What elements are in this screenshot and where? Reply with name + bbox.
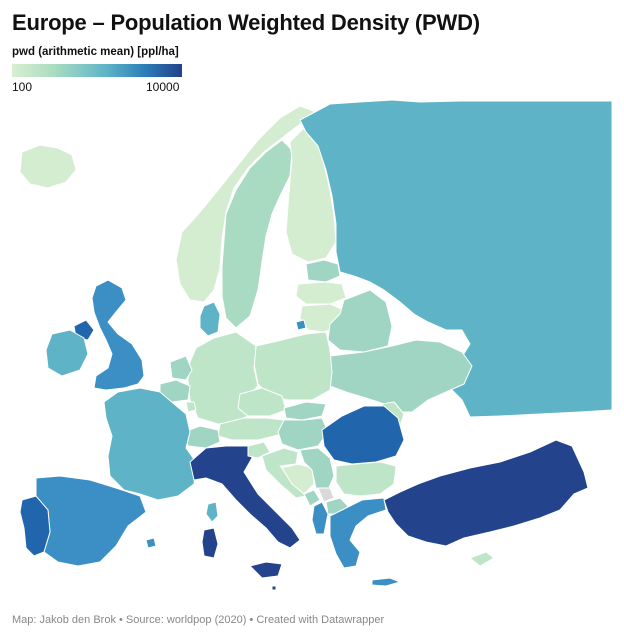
- country-bulgaria[interactable]: [335, 461, 397, 497]
- country-greece[interactable]: [329, 497, 387, 569]
- country-estonia[interactable]: [305, 259, 341, 283]
- country-czechia[interactable]: [237, 387, 287, 417]
- legend-color-bar: [12, 64, 182, 77]
- chart-title: Europe – Population Weighted Density (PW…: [12, 10, 480, 35]
- europe-map: [19, 99, 613, 591]
- country-hungary[interactable]: [277, 417, 329, 451]
- country-bosnia[interactable]: [281, 463, 315, 495]
- country-spain-balearic[interactable]: [145, 537, 157, 549]
- country-iceland[interactable]: [19, 144, 77, 189]
- country-denmark[interactable]: [199, 301, 221, 337]
- country-ireland[interactable]: [45, 329, 89, 377]
- country-norway[interactable]: [175, 105, 317, 303]
- legend-min-label: 100: [12, 80, 33, 94]
- country-greece-crete[interactable]: [371, 577, 401, 587]
- country-latvia[interactable]: [295, 281, 347, 305]
- country-cyprus[interactable]: [469, 551, 495, 567]
- country-france-corsica[interactable]: [205, 501, 219, 523]
- country-ukraine[interactable]: [327, 339, 473, 413]
- country-malta[interactable]: [271, 585, 277, 591]
- country-netherlands[interactable]: [169, 355, 193, 381]
- country-kosovo[interactable]: [317, 487, 335, 503]
- country-slovakia[interactable]: [283, 401, 327, 421]
- country-portugal[interactable]: [19, 495, 51, 557]
- country-romania[interactable]: [321, 405, 405, 465]
- country-united-kingdom[interactable]: [91, 279, 145, 391]
- legend-max-label: 10000: [146, 80, 180, 94]
- country-switzerland[interactable]: [183, 425, 221, 449]
- country-france[interactable]: [103, 387, 197, 501]
- country-montenegro[interactable]: [303, 489, 321, 507]
- country-italy-sardinia[interactable]: [201, 527, 219, 559]
- country-italy-sicily[interactable]: [249, 561, 283, 579]
- country-albania[interactable]: [311, 501, 329, 535]
- legend-title: pwd (arithmetic mean) [ppl/ha]: [12, 46, 179, 58]
- country-sweden-gotland[interactable]: [295, 319, 307, 331]
- country-turkey[interactable]: [383, 439, 589, 547]
- country-luxembourg[interactable]: [185, 401, 197, 413]
- country-sweden[interactable]: [221, 139, 293, 329]
- footer-credit: Map: Jakob den Brok • Source: worldpop (…: [12, 614, 385, 626]
